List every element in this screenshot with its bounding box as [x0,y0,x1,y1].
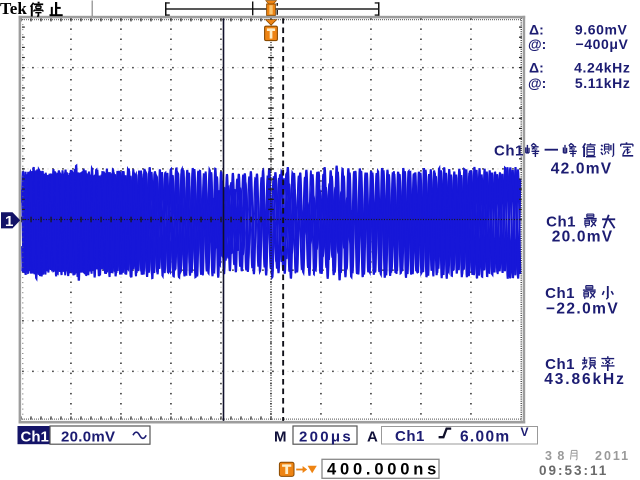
svg-text:9.60mV: 9.60mV [575,21,628,37]
svg-text:M: M [274,428,287,445]
svg-text:@:: @: [528,36,546,52]
svg-text:−400μV: −400μV [575,36,628,52]
svg-text:200μs: 200μs [299,428,353,445]
svg-text:Δ:: Δ: [529,59,544,75]
svg-text:V: V [521,425,529,439]
svg-text:@:: @: [528,75,546,91]
svg-text:20.0mV: 20.0mV [552,229,614,246]
svg-text:Ch1: Ch1 [494,143,524,160]
svg-text:09:53:11: 09:53:11 [539,463,608,478]
svg-text:20.0mV: 20.0mV [61,428,115,445]
svg-text:Ch1: Ch1 [21,428,49,445]
svg-text:5.11kHz: 5.11kHz [575,75,631,91]
svg-text:Tek: Tek [0,0,27,18]
svg-text:Δ:: Δ: [529,21,544,37]
svg-text:42.0mV: 42.0mV [551,161,613,178]
svg-text:6.00m: 6.00m [460,428,510,445]
svg-text:Ch1: Ch1 [395,428,425,445]
svg-text:43.86kHz: 43.86kHz [544,371,626,388]
svg-text:−22.0mV: −22.0mV [546,301,619,318]
svg-text:1: 1 [5,213,13,230]
svg-text:3 8: 3 8 [545,449,565,463]
svg-text:4.24kHz: 4.24kHz [574,59,630,75]
svg-text:400.000ns: 400.000ns [327,460,440,478]
svg-text:2011: 2011 [595,449,630,463]
svg-text:Ch1: Ch1 [546,214,576,231]
svg-text:A: A [367,428,378,445]
svg-text:Ch1: Ch1 [545,285,575,302]
svg-text:Ch1: Ch1 [545,356,575,373]
